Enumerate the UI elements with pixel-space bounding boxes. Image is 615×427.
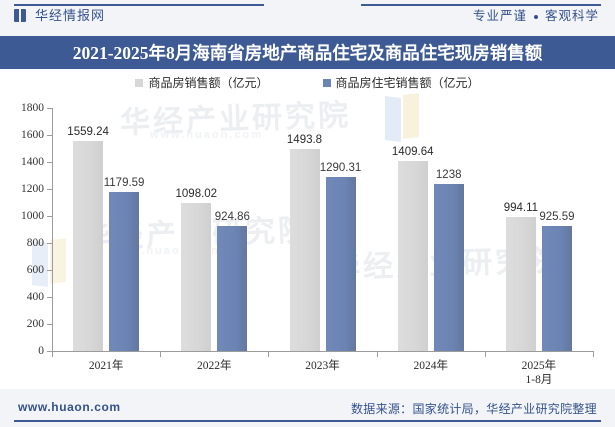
bar-groups: 1559.24 1179.59 2021年 1098.02 924.86 2022年 149… bbox=[52, 108, 593, 386]
x-axis-tick bbox=[268, 351, 270, 357]
y-axis-tick bbox=[47, 351, 52, 352]
y-axis-label: 1400 bbox=[21, 156, 44, 168]
y-axis-tick bbox=[47, 270, 52, 271]
x-axis-category-line: 2025年 bbox=[521, 360, 557, 372]
site-footer: www.huaon.com 数据来源：国家统计局，华经产业研究院整理 bbox=[0, 389, 615, 427]
bar-group: 1409.64 1238 2024年 bbox=[377, 108, 485, 372]
y-axis-label: 0 bbox=[38, 345, 44, 357]
y-axis bbox=[52, 108, 53, 351]
huaon-logo-icon bbox=[14, 8, 29, 23]
x-axis-tick bbox=[376, 351, 378, 357]
y-axis-tick bbox=[47, 162, 52, 163]
plot-area: 0 200 400 600 800 1000 1200 1400 1600 1800 1559.2… bbox=[21, 102, 594, 386]
x-axis-category-line: 1-8月 bbox=[525, 374, 553, 386]
x-axis bbox=[52, 351, 593, 352]
legend-swatch-icon bbox=[322, 78, 331, 87]
x-axis-tick bbox=[160, 351, 162, 357]
bar-series-2[interactable]: 1290.31 bbox=[320, 162, 361, 351]
legend-label: 商品房住宅销售额（亿元） bbox=[335, 76, 480, 90]
y-axis-label: 1800 bbox=[21, 102, 44, 114]
bar-series-2[interactable]: 925.59 bbox=[539, 211, 575, 351]
bar-value-label: 1238 bbox=[435, 168, 462, 181]
chart-title-band: 2021-2025年8月海南省房地产商品住宅及商品住宅现房销售额 bbox=[0, 36, 615, 69]
brand-name: 华经情报网 bbox=[35, 8, 106, 23]
y-axis-tick bbox=[47, 297, 52, 298]
x-axis-tick bbox=[484, 351, 486, 357]
y-axis-label: 400 bbox=[26, 291, 44, 303]
bar-series-2[interactable]: 1179.59 bbox=[104, 177, 144, 351]
y-axis-tick bbox=[47, 189, 52, 190]
bar-value-label: 1409.64 bbox=[391, 145, 434, 158]
y-axis-label: 1200 bbox=[21, 183, 44, 195]
bar-group: 1559.24 1179.59 2021年 bbox=[52, 108, 160, 372]
y-axis-tick bbox=[47, 243, 52, 244]
x-axis-category-line: 2022年 bbox=[197, 360, 232, 372]
legend-item-series-2[interactable]: 商品房住宅销售额（亿元） bbox=[322, 74, 480, 91]
bar-value-label: 1179.59 bbox=[103, 176, 145, 189]
legend-item-series-1[interactable]: 商品房销售额（亿元） bbox=[135, 74, 269, 91]
bar-value-label: 924.86 bbox=[214, 211, 250, 224]
y-axis-label: 600 bbox=[26, 264, 44, 276]
bar-series-1[interactable]: 1098.02 bbox=[176, 188, 217, 351]
bar-group: 994.11 925.59 2025年 1-8月 bbox=[485, 108, 593, 386]
bar-group: 1493.8 1290.31 2023年 bbox=[268, 108, 376, 372]
chart-legend: 商品房销售额（亿元） 商品房住宅销售额（亿元） bbox=[0, 74, 615, 91]
bar-value-label: 1493.8 bbox=[286, 134, 323, 147]
bar-value-label: 1290.31 bbox=[319, 161, 362, 174]
tagline-right: 客观科学 bbox=[544, 9, 599, 23]
site-header: 华经情报网 专业严谨 客观科学 bbox=[0, 0, 615, 36]
x-axis-category-line: 2021年 bbox=[88, 360, 124, 372]
y-axis-tick bbox=[47, 324, 52, 325]
y-axis-tick bbox=[47, 108, 52, 109]
bar-value-label: 925.59 bbox=[539, 211, 575, 224]
y-axis-label: 1000 bbox=[21, 210, 44, 222]
footer-url[interactable]: www.huaon.com bbox=[18, 400, 121, 414]
header-tagline: 专业严谨 客观科学 bbox=[473, 9, 599, 24]
bar-series-1[interactable]: 1493.8 bbox=[287, 134, 322, 351]
footer-rule bbox=[14, 420, 601, 422]
bar-series-1[interactable]: 994.11 bbox=[504, 202, 538, 351]
bar-group: 1098.02 924.86 2022年 bbox=[160, 108, 268, 372]
y-axis-tick bbox=[47, 135, 52, 136]
y-axis-tick bbox=[47, 216, 52, 217]
x-axis-tick bbox=[593, 351, 594, 357]
x-axis-category-label: 2025年 1-8月 bbox=[522, 359, 557, 387]
bar-series-2[interactable]: 1238 bbox=[433, 169, 464, 351]
bar-series-1[interactable]: 1559.24 bbox=[67, 126, 109, 351]
chart-canvas: 华经产业研究院 华经产业研究院 华经产业研究院 www.huaon.com ww… bbox=[0, 69, 615, 389]
x-axis-category-line: 2023年 bbox=[305, 360, 340, 372]
bar-series-1[interactable]: 1409.64 bbox=[392, 146, 433, 351]
brand: 华经情报网 bbox=[14, 8, 105, 23]
header-rule-left bbox=[14, 4, 264, 6]
header-rule-right bbox=[361, 4, 601, 6]
x-axis-category-label: 2022年 bbox=[197, 359, 232, 373]
bar-value-label: 1098.02 bbox=[175, 187, 218, 200]
bar-value-label: 994.11 bbox=[503, 201, 539, 214]
bar-value-label: 1559.24 bbox=[67, 125, 109, 138]
y-axis-label: 200 bbox=[26, 318, 44, 330]
page-title: 2021-2025年8月海南省房地产商品住宅及商品住宅现房销售额 bbox=[72, 43, 543, 63]
x-axis-category-label: 2024年 bbox=[413, 359, 448, 373]
x-axis-category-label: 2023年 bbox=[305, 359, 340, 373]
tagline-left: 专业严谨 bbox=[472, 9, 527, 23]
legend-label: 商品房销售额（亿元） bbox=[148, 76, 269, 90]
bar-series-2[interactable]: 924.86 bbox=[215, 211, 250, 351]
legend-swatch-icon bbox=[135, 78, 144, 87]
bullet-dot-icon bbox=[533, 14, 538, 19]
y-axis-label: 1600 bbox=[21, 129, 44, 141]
y-axis-label: 800 bbox=[26, 237, 44, 249]
x-axis-category-line: 2024年 bbox=[413, 360, 448, 372]
footer-source-note: 数据来源：国家统计局，华经产业研究院整理 bbox=[350, 402, 597, 416]
x-axis-category-label: 2021年 bbox=[89, 359, 124, 373]
x-axis-tick bbox=[52, 351, 53, 357]
